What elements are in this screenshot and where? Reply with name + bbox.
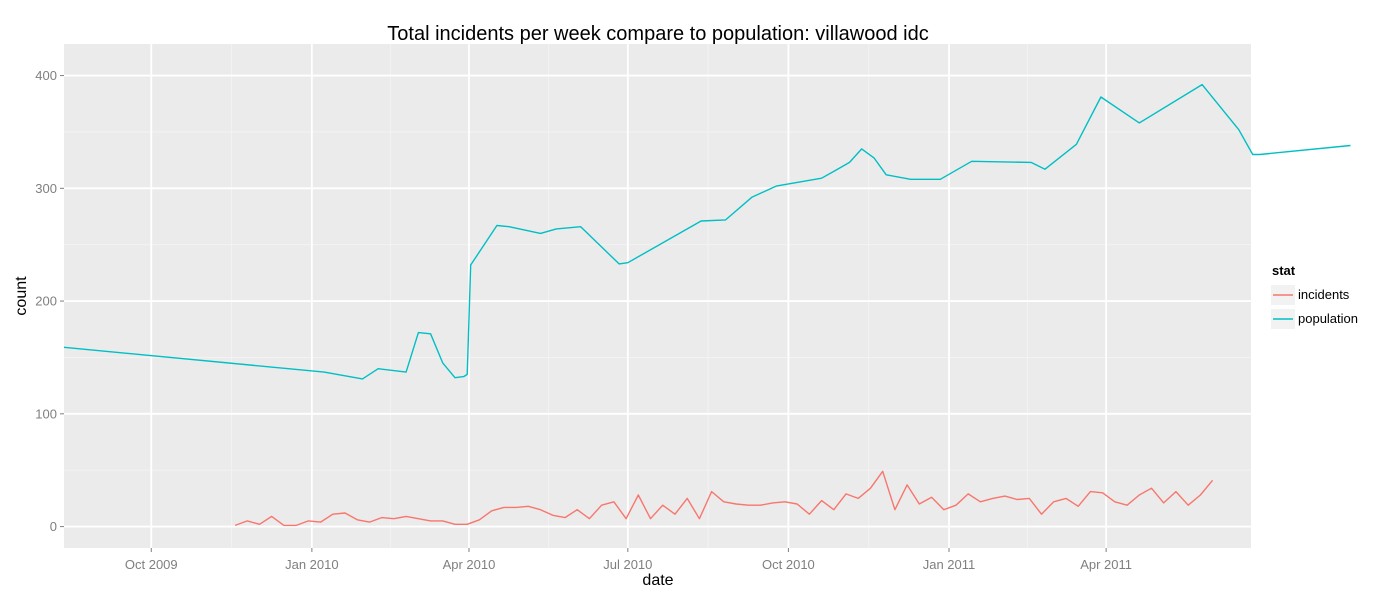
incidents-line — [234, 470, 1214, 527]
x-tick-label: Jul 2010 — [603, 557, 652, 572]
y-axis-title: count — [13, 276, 30, 316]
x-tick-label: Oct 2009 — [125, 557, 178, 572]
y-tick-label: 200 — [35, 294, 57, 309]
series-layer — [63, 83, 1351, 527]
legend-title: stat — [1272, 263, 1296, 278]
y-tick-label: 300 — [35, 181, 57, 196]
legend: stat incidents population — [1271, 263, 1358, 329]
chart-title: Total incidents per week compare to popu… — [387, 23, 928, 45]
x-tick-label: Apr 2011 — [1080, 557, 1132, 572]
major-gridlines — [64, 44, 1251, 548]
legend-label-population: population — [1298, 311, 1358, 326]
y-tick-label: 100 — [35, 406, 57, 421]
legend-entries: incidents population — [1271, 285, 1358, 329]
y-tick-label: 400 — [35, 68, 57, 83]
x-tick-labels: Oct 2009 Jan 2010 Apr 2010 Jul 2010 Oct 2010… — [125, 548, 1132, 572]
y-tick-label: 0 — [50, 519, 57, 534]
x-tick-label: Jan 2011 — [923, 557, 976, 572]
x-tick-label: Oct 2010 — [762, 557, 815, 572]
x-tick-label: Jan 2010 — [285, 557, 339, 572]
x-tick-label: Apr 2010 — [443, 557, 496, 572]
plot-background — [64, 44, 1251, 548]
minor-gridlines — [64, 44, 1251, 548]
x-axis-title: date — [642, 572, 673, 589]
legend-label-incidents: incidents — [1298, 287, 1350, 302]
y-tick-labels: 0 100 200 300 400 — [35, 68, 64, 534]
population-line — [63, 83, 1351, 380]
